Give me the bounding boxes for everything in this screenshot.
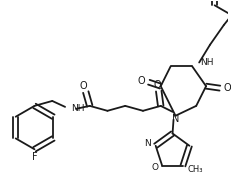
Text: O: O [137,76,145,86]
Text: O: O [151,163,158,172]
Text: O: O [80,81,88,91]
Text: CH₃: CH₃ [188,165,204,174]
Text: O: O [154,80,161,90]
Text: NH: NH [71,104,85,113]
Text: O: O [224,83,231,93]
Text: N: N [144,139,151,148]
Text: N: N [172,114,179,124]
Text: NH: NH [200,58,214,67]
Text: F: F [32,152,37,162]
